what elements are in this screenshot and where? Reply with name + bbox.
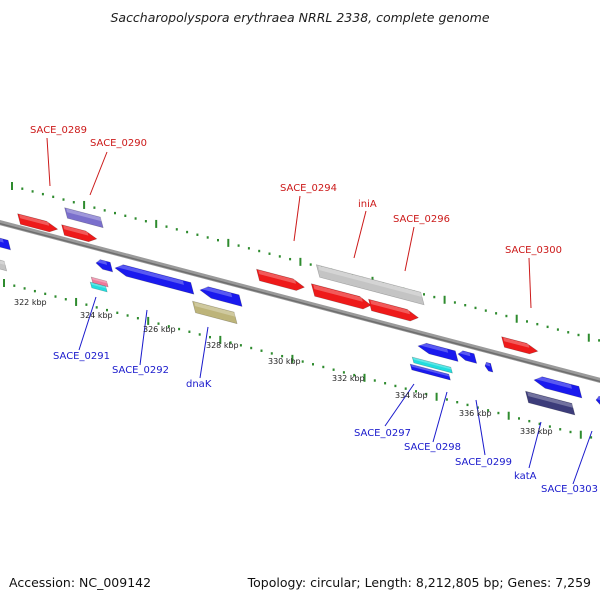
gene-arrow bbox=[525, 390, 576, 416]
reverse-gene-label: dnaK bbox=[186, 379, 212, 390]
kbp-labels: 322 kbp 324 kbp 326 kbp 328 kbp 330 kbp 332 k… bbox=[14, 298, 553, 436]
reverse-gene-label: SACE_0292 bbox=[112, 365, 169, 376]
forward-gene-label: SACE_0289 bbox=[30, 125, 87, 136]
reverse-leader-line bbox=[475, 399, 486, 456]
reverse-leader-line bbox=[78, 296, 97, 351]
backbone-shadow bbox=[0, 222, 600, 383]
gene-arrow bbox=[368, 298, 420, 322]
forward-leader-line bbox=[89, 151, 108, 196]
gene-arrow-highlight bbox=[194, 302, 237, 318]
kbp-tick-label: 338 kbp bbox=[520, 427, 553, 436]
kbp-tick-label: 332 kbp bbox=[332, 374, 365, 383]
reverse-leader-line bbox=[432, 391, 448, 443]
forward-leader-line bbox=[46, 137, 51, 187]
reverse-leader-line bbox=[528, 421, 542, 469]
gene-arrow-highlight bbox=[91, 282, 108, 289]
kbp-tick-label: 330 kbp bbox=[268, 357, 301, 366]
gene-arrow bbox=[417, 342, 459, 362]
gene-arrow-highlight bbox=[96, 258, 108, 265]
reverse-leader-line bbox=[199, 326, 209, 379]
kbp-tick-label: 324 kbp bbox=[80, 311, 113, 320]
gene-arrow bbox=[114, 264, 195, 295]
gene-arrow-highlight bbox=[485, 362, 491, 367]
reverse-gene-label: katA bbox=[514, 471, 537, 482]
gene-arrow bbox=[89, 281, 108, 293]
backbone-line bbox=[0, 220, 600, 383]
gene-arrow bbox=[199, 286, 243, 307]
forward-leader-line bbox=[353, 210, 367, 259]
gene-arrow-highlight bbox=[318, 265, 424, 298]
gene-arrow-highlight bbox=[527, 392, 575, 409]
forward-leader-line bbox=[528, 257, 532, 309]
label-leaders bbox=[46, 137, 593, 485]
gene-arrow bbox=[501, 336, 539, 355]
gene-arrow bbox=[595, 395, 600, 405]
gene-arrow-highlight bbox=[458, 349, 471, 357]
kbp-tick-label: 322 kbp bbox=[14, 298, 47, 307]
gene-arrow-highlight bbox=[0, 260, 7, 266]
gene-arrow bbox=[95, 259, 114, 273]
forward-leader-line bbox=[404, 226, 415, 272]
reverse-leader-line bbox=[139, 309, 148, 366]
gene-arrow-highlight bbox=[115, 263, 184, 285]
reverse-leader-line bbox=[384, 383, 415, 427]
reverse-gene-label: SACE_0299 bbox=[455, 457, 512, 468]
kbp-tick-label: 328 kbp bbox=[206, 341, 239, 350]
accession-text: Accession: NC_009142 bbox=[9, 575, 152, 590]
reverse-gene-label: SACE_0303 bbox=[541, 484, 598, 495]
gene-arrow bbox=[0, 259, 8, 272]
gene-arrow-highlight bbox=[92, 277, 109, 284]
gene-arrow-highlight bbox=[534, 375, 572, 389]
kbp-tick-label: 326 kbp bbox=[143, 325, 176, 334]
gene-arrow bbox=[315, 264, 425, 306]
gene-arrow-highlight bbox=[418, 341, 449, 353]
reverse-gene-label: SACE_0291 bbox=[53, 351, 110, 362]
forward-gene-label: iniA bbox=[358, 199, 377, 210]
kbp-tick-label: 334 kbp bbox=[395, 391, 428, 400]
gene-arrow bbox=[411, 356, 453, 374]
gene-arrow bbox=[409, 363, 451, 381]
gene-arrow bbox=[17, 213, 59, 233]
gene-arrow bbox=[256, 268, 306, 291]
gene-arrow bbox=[90, 276, 109, 288]
gene-arrow-highlight bbox=[258, 270, 296, 284]
gene-features bbox=[0, 207, 600, 416]
gene-arrow-highlight bbox=[200, 285, 233, 298]
gene-arrow bbox=[310, 283, 372, 310]
reverse-gene-label: SACE_0297 bbox=[354, 428, 411, 439]
gene-arrow-highlight bbox=[66, 208, 103, 222]
gene-arrow bbox=[484, 361, 494, 373]
gene-arrow bbox=[533, 376, 583, 399]
gene-arrow-highlight bbox=[19, 214, 50, 226]
forward-gene-label: SACE_0296 bbox=[393, 214, 450, 225]
gene-arrow bbox=[61, 224, 98, 243]
genome-backbone bbox=[0, 220, 600, 383]
kbp-tick-label: 336 kbp bbox=[459, 409, 492, 418]
gene-arrow-highlight bbox=[596, 395, 600, 401]
forward-gene-label: SACE_0300 bbox=[505, 245, 562, 256]
gene-arrow bbox=[0, 237, 12, 251]
forward-leader-line bbox=[293, 195, 301, 242]
reverse-gene-label: SACE_0298 bbox=[404, 442, 461, 453]
gene-arrow bbox=[64, 207, 104, 229]
forward-gene-label: SACE_0294 bbox=[280, 183, 337, 194]
gene-arrow-highlight bbox=[503, 337, 530, 348]
map-title: Saccharopolyspora erythraea NRRL 2338, c… bbox=[110, 10, 490, 25]
gene-arrow bbox=[457, 350, 478, 364]
gene-arrow-highlight bbox=[63, 225, 89, 236]
genome-summary: Topology: circular; Length: 8,212,805 bp… bbox=[247, 575, 591, 590]
gene-arrow-highlight bbox=[370, 300, 410, 315]
gene-arrow-highlight bbox=[313, 284, 363, 302]
reverse-leader-line bbox=[572, 430, 593, 485]
gene-arrow-highlight bbox=[0, 238, 4, 243]
gene-arrow-highlight bbox=[413, 357, 453, 370]
gene-arrow bbox=[192, 300, 238, 325]
gene-arrow-highlight bbox=[411, 364, 451, 377]
forward-gene-label: SACE_0290 bbox=[90, 138, 147, 149]
